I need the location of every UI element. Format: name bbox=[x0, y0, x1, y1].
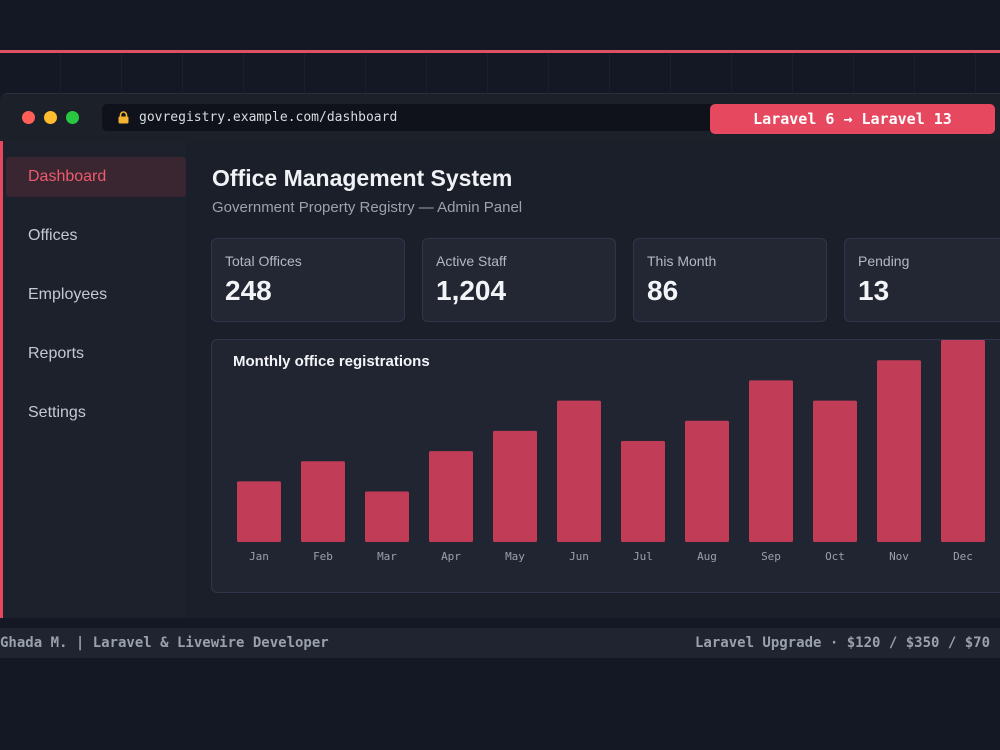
chart-title: Monthly office registrations bbox=[233, 353, 430, 370]
browser-titlebar: govregistry.example.com/dashboard Larave… bbox=[0, 94, 1000, 141]
stat-label: Pending bbox=[858, 253, 910, 269]
bar-jul[interactable] bbox=[621, 441, 665, 542]
sidebar-item-offices[interactable]: Offices bbox=[28, 227, 78, 244]
x-tick-label: Feb bbox=[313, 550, 333, 563]
page-title: Office Management System bbox=[212, 165, 513, 191]
stat-card-active-staff[interactable]: Active Staff 1,204 bbox=[422, 238, 616, 322]
sidebar-item-settings[interactable]: Settings bbox=[28, 404, 86, 421]
stat-label: Total Offices bbox=[225, 253, 302, 269]
browser-window: govregistry.example.com/dashboard Larave… bbox=[0, 93, 1000, 618]
x-tick-label: Oct bbox=[825, 550, 845, 563]
x-tick-label: Nov bbox=[889, 550, 909, 563]
stat-card-pending[interactable]: Pending 13 bbox=[844, 238, 1000, 322]
upgrade-badge: Laravel 6 → Laravel 13 bbox=[710, 104, 995, 134]
footer-credit: Ghada M. | Laravel & Livewire Developer bbox=[0, 635, 329, 651]
page-subtitle: Government Property Registry — Admin Pan… bbox=[212, 199, 523, 216]
bar-may[interactable] bbox=[493, 430, 537, 542]
bar-chart: Jan Feb Mar Apr May Jun Jul Aug Sep Oct Nov Dec bbox=[237, 340, 985, 563]
x-tick-label: Mar bbox=[377, 550, 397, 563]
bar-dec[interactable] bbox=[941, 340, 985, 542]
bar-oct[interactable] bbox=[813, 400, 857, 542]
sidebar-item-reports[interactable]: Reports bbox=[28, 345, 85, 362]
bar-nov[interactable] bbox=[877, 360, 921, 542]
sidebar-item-employees[interactable]: Employees bbox=[28, 286, 108, 303]
address-bar[interactable]: govregistry.example.com/dashboard bbox=[102, 104, 722, 131]
stat-value: 13 bbox=[858, 275, 890, 306]
stat-card-total-offices[interactable]: Total Offices 248 bbox=[211, 238, 405, 322]
top-accent-line bbox=[0, 50, 1000, 53]
minimize-window-button[interactable] bbox=[44, 111, 57, 124]
footer-pricing: Laravel Upgrade · $120 / $350 / $70 bbox=[695, 635, 991, 651]
x-tick-label: Dec bbox=[953, 550, 973, 563]
close-window-button[interactable] bbox=[22, 111, 35, 124]
sidebar-item-dashboard[interactable]: Dashboard bbox=[6, 157, 186, 197]
stat-value: 86 bbox=[647, 275, 679, 306]
bar-apr[interactable] bbox=[429, 451, 473, 542]
stat-label: Active Staff bbox=[436, 253, 507, 269]
chart-panel: Jan Feb Mar Apr May Jun Jul Aug Sep Oct Nov Dec Mon… bbox=[211, 339, 1000, 593]
footer-bar: Ghada M. | Laravel & Livewire Developer … bbox=[0, 628, 1000, 658]
sidebar: Dashboard Offices Employees Reports Sett… bbox=[0, 141, 186, 618]
stat-value: 1,204 bbox=[436, 275, 507, 306]
x-tick-label: Sep bbox=[761, 550, 781, 563]
stat-card-this-month[interactable]: This Month 86 bbox=[633, 238, 827, 322]
lock-icon bbox=[118, 111, 129, 124]
bar-mar[interactable] bbox=[365, 491, 409, 543]
x-tick-label: Aug bbox=[697, 550, 717, 563]
stat-value: 248 bbox=[225, 275, 272, 306]
background-grid bbox=[0, 53, 1000, 93]
x-tick-label: Jun bbox=[569, 550, 589, 563]
x-tick-label: May bbox=[505, 550, 525, 563]
bar-jan[interactable] bbox=[237, 481, 281, 542]
x-tick-label: Jan bbox=[249, 550, 269, 563]
bar-jun[interactable] bbox=[557, 400, 601, 542]
bar-sep[interactable] bbox=[749, 380, 793, 542]
bar-aug[interactable] bbox=[685, 420, 729, 542]
x-tick-label: Apr bbox=[441, 550, 461, 563]
main-content: Office Management System Government Prop… bbox=[186, 141, 1000, 618]
stat-label: This Month bbox=[647, 253, 717, 269]
maximize-window-button[interactable] bbox=[66, 111, 79, 124]
url-text: govregistry.example.com/dashboard bbox=[139, 110, 398, 125]
bar-feb[interactable] bbox=[301, 461, 345, 542]
x-tick-label: Jul bbox=[633, 550, 653, 563]
